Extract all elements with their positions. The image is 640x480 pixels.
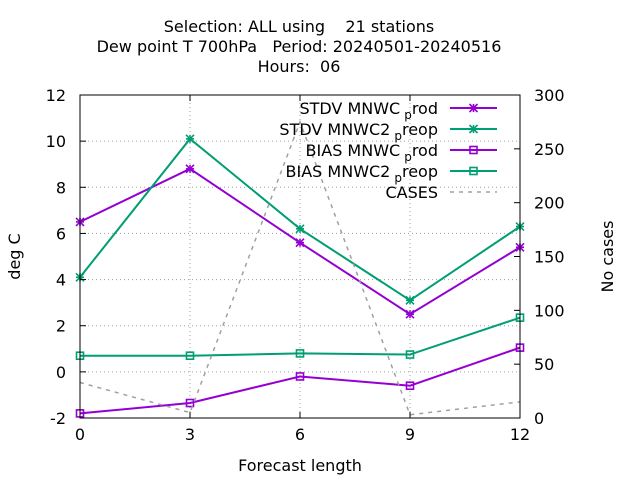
series-layer (75, 119, 525, 418)
legend-marker (468, 124, 479, 134)
x-tick-label: 0 (75, 425, 85, 444)
data-point (185, 164, 195, 174)
data-point (295, 224, 305, 234)
chart-title-line-3: Hours: 06 (257, 57, 341, 76)
y-tick-label: -2 (50, 409, 66, 428)
series-line-2 (79, 346, 521, 415)
x-axis-label: Forecast length (238, 456, 362, 475)
data-point (405, 350, 415, 359)
x-tick-label: 3 (185, 425, 195, 444)
legend-marker (469, 145, 478, 155)
data-point (405, 309, 415, 319)
data-point (295, 349, 305, 358)
legend-marker (468, 103, 479, 113)
legend-label: STDV MNWC prod (299, 99, 438, 122)
y-tick-label: 6 (56, 224, 66, 243)
chart-title-line-1: Selection: ALL using 21 stations (163, 17, 435, 36)
y-tick-label: 10 (46, 132, 66, 151)
y2-tick-label: 100 (534, 301, 565, 320)
y2-tick-label: 250 (534, 140, 565, 159)
legend-label: BIAS MNWC2 preop (286, 162, 438, 185)
x-tick-label: 9 (405, 425, 415, 444)
y-tick-label: 8 (56, 178, 66, 197)
data-point (185, 398, 195, 408)
y-tick-label: 0 (56, 363, 66, 382)
x-tick-label: 12 (510, 425, 530, 444)
series-line-3 (80, 316, 521, 357)
legend-marker (469, 166, 478, 176)
y2-tick-label: 200 (534, 194, 565, 213)
data-point (405, 381, 415, 391)
data-point (185, 351, 195, 361)
data-point (185, 134, 195, 144)
y-axis-label: deg C (5, 233, 24, 279)
data-point (295, 238, 305, 248)
data-point (405, 295, 415, 305)
legend-label: BIAS MNWC prod (306, 141, 438, 164)
y2-tick-label: 50 (534, 355, 554, 374)
y2-tick-label: 300 (534, 86, 565, 105)
y2-tick-label: 0 (534, 409, 544, 428)
grid (80, 95, 520, 418)
legend-label: STDV MNWC2 preop (279, 120, 438, 143)
y2-tick-label: 150 (534, 248, 565, 267)
series-line-4 (79, 119, 521, 416)
y2-axis-label: No cases (598, 221, 617, 293)
y-tick-label: 2 (56, 317, 66, 336)
y-tick-label: 12 (46, 86, 66, 105)
legend-label: CASES (385, 183, 438, 202)
chart-title-line-2: Dew point T 700hPa Period: 20240501-2024… (96, 37, 502, 56)
data-point (295, 372, 305, 381)
y-tick-label: 4 (56, 271, 66, 290)
x-tick-label: 6 (295, 425, 305, 444)
